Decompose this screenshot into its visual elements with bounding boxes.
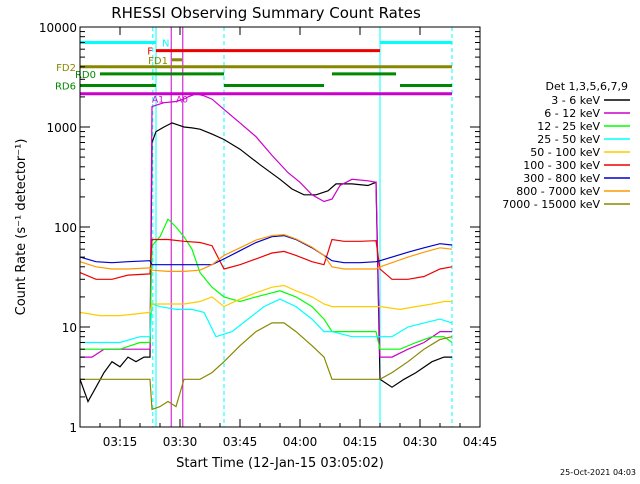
attenuator-label-1: A0 <box>176 96 188 106</box>
y-axis-label: Count Rate (s⁻¹ detector⁻¹) <box>14 139 29 316</box>
legend-label-5: 100 - 300 keV <box>523 159 600 172</box>
y-tick-label-3: 1000 <box>46 121 77 135</box>
legend-label-8: 7000 - 15000 keV <box>502 198 600 211</box>
flag-label-1: F <box>147 47 153 58</box>
series-line-5 <box>79 238 453 280</box>
legend-label-2: 12 - 25 keV <box>537 120 600 133</box>
flag-label-2: FD1 <box>148 56 168 67</box>
x-tick-label-2: 03:45 <box>223 435 258 449</box>
flag-label-3: FD2 <box>56 63 76 74</box>
y-tick-label-0: 1 <box>69 421 77 435</box>
flag-label-0: N <box>162 38 169 49</box>
x-tick-label-0: 03:15 <box>103 435 138 449</box>
y-tick-label-2: 100 <box>54 221 77 235</box>
legend-label-0: 3 - 6 keV <box>551 94 600 107</box>
legend-label-3: 25 - 50 keV <box>537 133 600 146</box>
series-line-3 <box>80 298 453 344</box>
series-line-7 <box>79 233 453 272</box>
series-line-4 <box>79 284 452 317</box>
x-tick-label-4: 04:15 <box>343 435 378 449</box>
flag-label-5: RD6 <box>55 82 76 93</box>
flag-label-4: RD0 <box>75 70 96 81</box>
legend-title: Det 1,3,5,6,7,9 <box>545 80 628 93</box>
x-axis: 03:15 03:30 03:45 04:00 04:15 04:30 04:45 <box>79 27 498 449</box>
x-tick-label-6: 04:45 <box>463 435 498 449</box>
chart-title: RHESSI Observing Summary Count Rates <box>111 4 421 22</box>
y-tick-label-1: 10 <box>62 321 77 335</box>
legend-label-4: 50 - 100 keV <box>530 146 600 159</box>
legend-label-6: 300 - 800 keV <box>523 172 600 185</box>
y-axis: 1 10 100 1000 10000 <box>39 21 480 435</box>
legend-label-7: 800 - 7000 keV <box>516 185 600 198</box>
x-tick-label-1: 03:30 <box>163 435 198 449</box>
x-tick-label-5: 04:30 <box>403 435 438 449</box>
attenuator-label-0: A1 <box>152 96 164 106</box>
legend-label-1: 6 - 12 keV <box>544 107 600 120</box>
series-line-6 <box>79 234 453 266</box>
y-tick-label-4: 10000 <box>39 21 77 35</box>
x-tick-label-3: 04:00 <box>283 435 318 449</box>
timestamp: 25-Oct-2021 04:03 <box>560 468 636 477</box>
x-axis-label: Start Time (12-Jan-15 03:05:02) <box>176 456 384 471</box>
series-line-8 <box>80 322 453 411</box>
